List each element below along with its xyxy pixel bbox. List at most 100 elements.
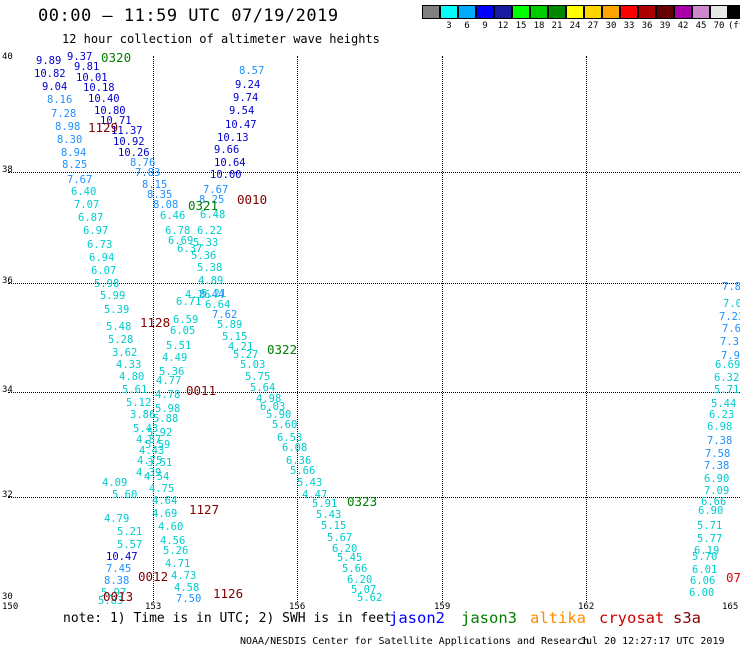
wave-height-value: 5.71 <box>714 384 740 396</box>
wave-height-value: 6.23 <box>709 409 735 421</box>
pass-time-label: 1127 <box>189 502 220 517</box>
wave-height-value: 5.75 <box>245 371 271 383</box>
wave-height-value: 10.47 <box>106 551 138 563</box>
wave-height-value: 6.69 <box>715 359 740 371</box>
wave-height-value: 6.90 <box>704 473 730 485</box>
lon-label: 150 <box>2 602 19 612</box>
lat-label: 38 <box>2 165 13 175</box>
wave-height-value: 6.46 <box>160 210 186 222</box>
wave-height-value: 7.62 <box>722 323 740 335</box>
colorbar-tick-label: 12 <box>497 21 509 31</box>
wave-height-value: 7.09 <box>704 485 730 497</box>
lon-label: 162 <box>578 602 595 612</box>
wave-height-value: 5.90 <box>266 409 292 421</box>
wave-height-value: 6.64 <box>205 299 231 311</box>
grid-line-lon-153 <box>153 56 154 602</box>
colorbar-swatch <box>620 5 638 19</box>
wave-height-value: 5.83 <box>98 595 124 607</box>
wave-height-value: 7.67 <box>67 174 93 186</box>
colorbar-swatch <box>458 5 476 19</box>
wave-height-value: 5.43 <box>316 509 342 521</box>
colorbar-swatch <box>656 5 674 19</box>
wave-height-value: 4.98 <box>256 393 282 405</box>
wave-height-value: 6.69 <box>168 235 194 247</box>
wave-height-value: 5.21 <box>117 526 143 538</box>
colorbar-swatch <box>674 5 692 19</box>
wave-height-value: 5.51 <box>166 340 192 352</box>
wave-height-value: 5.67 <box>327 532 353 544</box>
wave-height-value: 5.92 <box>147 427 173 439</box>
colorbar-swatch <box>548 5 566 19</box>
wave-height-value: 5.28 <box>108 334 134 346</box>
grid-line-lon-159 <box>442 56 443 602</box>
wave-height-value: 7.50 <box>176 593 202 605</box>
wave-height-value: 9.89 <box>36 55 62 67</box>
wave-height-value: 5.07 <box>351 584 377 596</box>
footer-credit: NOAA/NESDIS Center for Satellite Applica… <box>240 636 590 647</box>
wave-height-value: 5.98 <box>155 403 181 415</box>
colorbar-swatch <box>584 5 602 19</box>
colorbar-tick-label: 24 <box>569 21 581 31</box>
wave-height-value: 6.59 <box>173 314 199 326</box>
wave-height-value: 8.76 <box>130 157 156 169</box>
pass-time-label: 0011 <box>186 383 217 398</box>
wave-height-value: 5.64 <box>250 382 276 394</box>
wave-height-value: 5.43 <box>133 423 159 435</box>
mission-legend-cryosat: cryosat <box>599 609 665 627</box>
wave-height-value: 4.87 <box>136 434 162 446</box>
wave-height-value: 5.43 <box>297 477 323 489</box>
wave-height-value: 8.38 <box>104 575 130 587</box>
map-title: 00:00 – 11:59 UTC 07/19/2019 <box>38 6 339 26</box>
colorbar-swatch <box>638 5 656 19</box>
wave-height-value: 7.31 <box>720 336 740 348</box>
wave-height-value: 10.82 <box>34 68 66 80</box>
wave-height-value: 7.83 <box>135 167 161 179</box>
wave-height-value: 3.62 <box>112 347 138 359</box>
wave-height-value: 7.23 <box>719 311 740 323</box>
wave-height-value: 4.69 <box>152 508 178 520</box>
wave-height-value: 8.15 <box>142 179 168 191</box>
colorbar-swatch <box>476 5 494 19</box>
wave-height-value: 5.66 <box>342 563 368 575</box>
pass-time-label: 1126 <box>213 586 244 601</box>
lon-label: 159 <box>434 602 451 612</box>
wave-height-value: 5.60 <box>112 489 138 501</box>
wave-height-value: 5.36 <box>191 250 217 262</box>
wave-height-value: 5.15 <box>321 520 347 532</box>
colorbar-tick-label: 18 <box>533 21 545 31</box>
lat-label: 34 <box>2 385 13 395</box>
wave-height-value: 5.88 <box>153 413 179 425</box>
pass-time-label: 0322 <box>267 342 298 357</box>
wave-height-value: 6.97 <box>83 225 109 237</box>
wave-height-value: 5.12 <box>126 397 152 409</box>
wave-height-value: 5.77 <box>697 533 723 545</box>
wave-height-value: 4.77 <box>156 375 182 387</box>
wave-height-value: 5.44 <box>711 398 737 410</box>
wave-height-value: 4.89 <box>198 275 224 287</box>
lon-label: 165 <box>722 602 739 612</box>
wave-height-value: 6.71 <box>176 296 202 308</box>
colorbar-swatch <box>422 5 440 19</box>
wave-height-value: 5.71 <box>697 520 723 532</box>
wave-height-value: 4.09 <box>102 477 128 489</box>
colorbar-tick-label: 9 <box>482 21 488 31</box>
wave-height-value: 5.38 <box>197 262 223 274</box>
wave-height-value: 5.61 <box>122 384 148 396</box>
wave-height-value: 5.21 <box>201 288 227 300</box>
wave-height-value: 6.05 <box>170 325 196 337</box>
wave-height-value: 6.78 <box>165 225 191 237</box>
pass-time-label: 0010 <box>237 192 268 207</box>
wave-height-value: 6.03 <box>260 401 286 413</box>
footer-note: note: 1) Time is in UTC; 2) SWH is in fe… <box>63 611 392 626</box>
wave-height-value: 4.64 <box>152 495 178 507</box>
colorbar-tick-label: 39 <box>659 21 671 31</box>
wave-height-value: 5.97 <box>101 587 127 599</box>
wave-height-value: 10.13 <box>217 132 249 144</box>
wave-height-value: 8.94 <box>61 147 87 159</box>
wave-height-value: 5.62 <box>357 592 383 604</box>
wave-height-value: 7.91 <box>721 350 740 362</box>
wave-height-value: 4.60 <box>158 521 184 533</box>
mission-legend-jason2: jason2 <box>389 609 445 627</box>
wave-height-value: 6.73 <box>87 239 113 251</box>
wave-height-value: 6.06 <box>690 575 716 587</box>
